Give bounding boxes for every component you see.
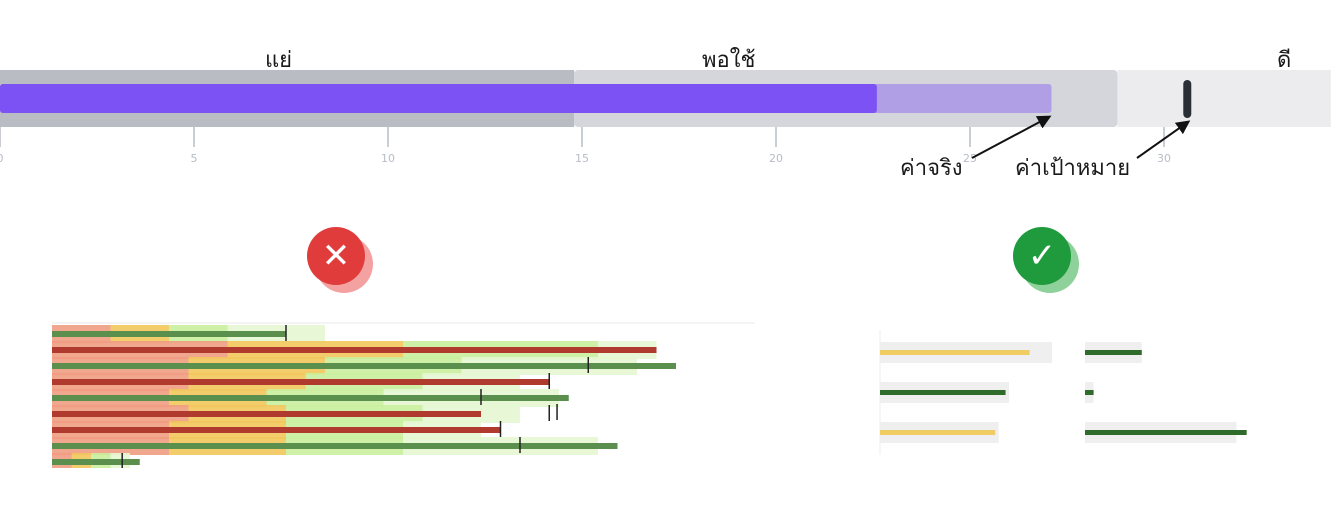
row-value-bar [52, 379, 550, 385]
row-value-bar [52, 331, 286, 337]
band-label-poor: แย่ [265, 48, 293, 73]
actual-bar [0, 84, 877, 113]
bar [1085, 390, 1094, 395]
bullet-chart: 0 5 10 15 20 25 30 [0, 70, 1331, 165]
callout-arrows [971, 115, 1191, 159]
x-tick-label: 15 [575, 152, 589, 165]
x-tick-label: 20 [769, 152, 783, 165]
band-label-fair: พอใช้ [702, 48, 756, 73]
range-band-2 [1117, 70, 1331, 127]
actual-arrow [971, 115, 1052, 159]
x-tick-label: 0 [0, 152, 4, 165]
bar [880, 390, 1006, 395]
cluttered-bullet-chart [52, 322, 755, 468]
target-value-label: ค่าเป้าหมาย [1015, 156, 1131, 181]
x-tick-label: 10 [381, 152, 395, 165]
target-marker [1183, 80, 1192, 118]
check-icon: ✓ [1013, 227, 1071, 285]
actual-value-label: ค่าจริง [900, 156, 963, 181]
x-tick-label: 25 [963, 152, 977, 165]
close-icon: ✕ [307, 227, 365, 285]
bar [880, 430, 996, 435]
x-tick-label: 30 [1157, 152, 1171, 165]
row-value-bar [52, 395, 569, 401]
simple-bar-chart [879, 330, 1247, 455]
row-value-bar [52, 411, 481, 417]
row-value-bar [52, 427, 501, 433]
bar [1085, 430, 1247, 435]
target-arrow [1136, 120, 1191, 159]
row-value-bar [52, 459, 140, 465]
bar [880, 350, 1030, 355]
row-value-bar [52, 443, 618, 449]
bar [1085, 350, 1142, 355]
band-label-good: ดี [1277, 48, 1292, 73]
x-tick-label: 5 [191, 152, 198, 165]
row-value-bar [52, 347, 657, 353]
row-value-bar [52, 363, 676, 369]
